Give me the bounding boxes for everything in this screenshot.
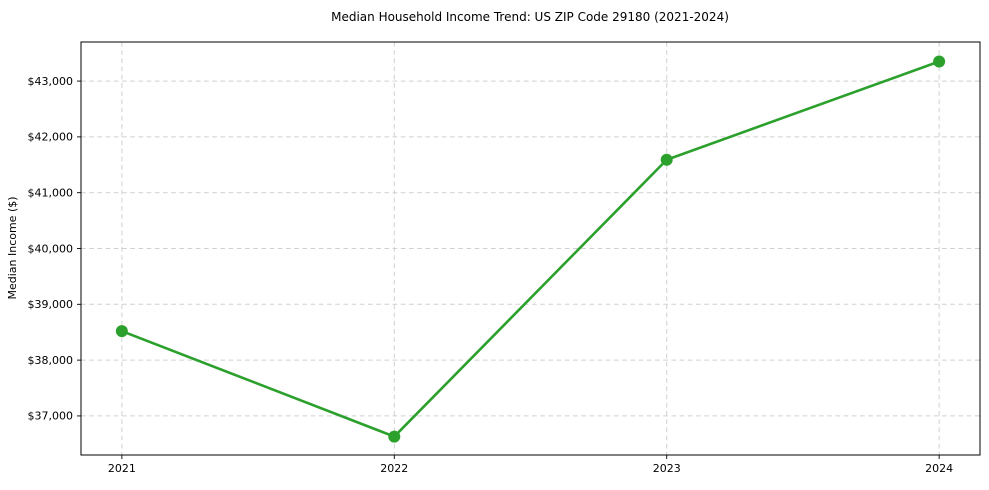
data-point-2024: [933, 55, 946, 68]
y-tick-label: $37,000: [28, 410, 74, 423]
data-point-2023: [660, 153, 673, 166]
y-tick-label: $40,000: [28, 242, 74, 255]
plot-border: [80, 41, 981, 456]
y-axis-label: Median Income ($): [6, 196, 19, 299]
trend-series: [115, 55, 946, 443]
y-tick-label: $41,000: [28, 186, 74, 199]
gridlines: [81, 42, 980, 455]
data-point-2022: [388, 430, 401, 443]
x-tick-label: 2024: [925, 462, 953, 475]
x-tick-label: 2021: [108, 462, 136, 475]
data-point-2021: [115, 325, 128, 338]
trend-line: [120, 60, 941, 438]
y-tick-label: $38,000: [28, 354, 74, 367]
y-tick-label: $43,000: [28, 75, 74, 88]
x-tick-label: 2023: [653, 462, 681, 475]
y-tick-label: $39,000: [28, 298, 74, 311]
y-tick-label: $42,000: [28, 131, 74, 144]
chart-title: Median Household Income Trend: US ZIP Co…: [331, 10, 729, 24]
x-tick-label: 2022: [380, 462, 408, 475]
axes: $37,000 $38,000 $39,000 $40,000 $41,000 $42,0…: [28, 41, 981, 475]
